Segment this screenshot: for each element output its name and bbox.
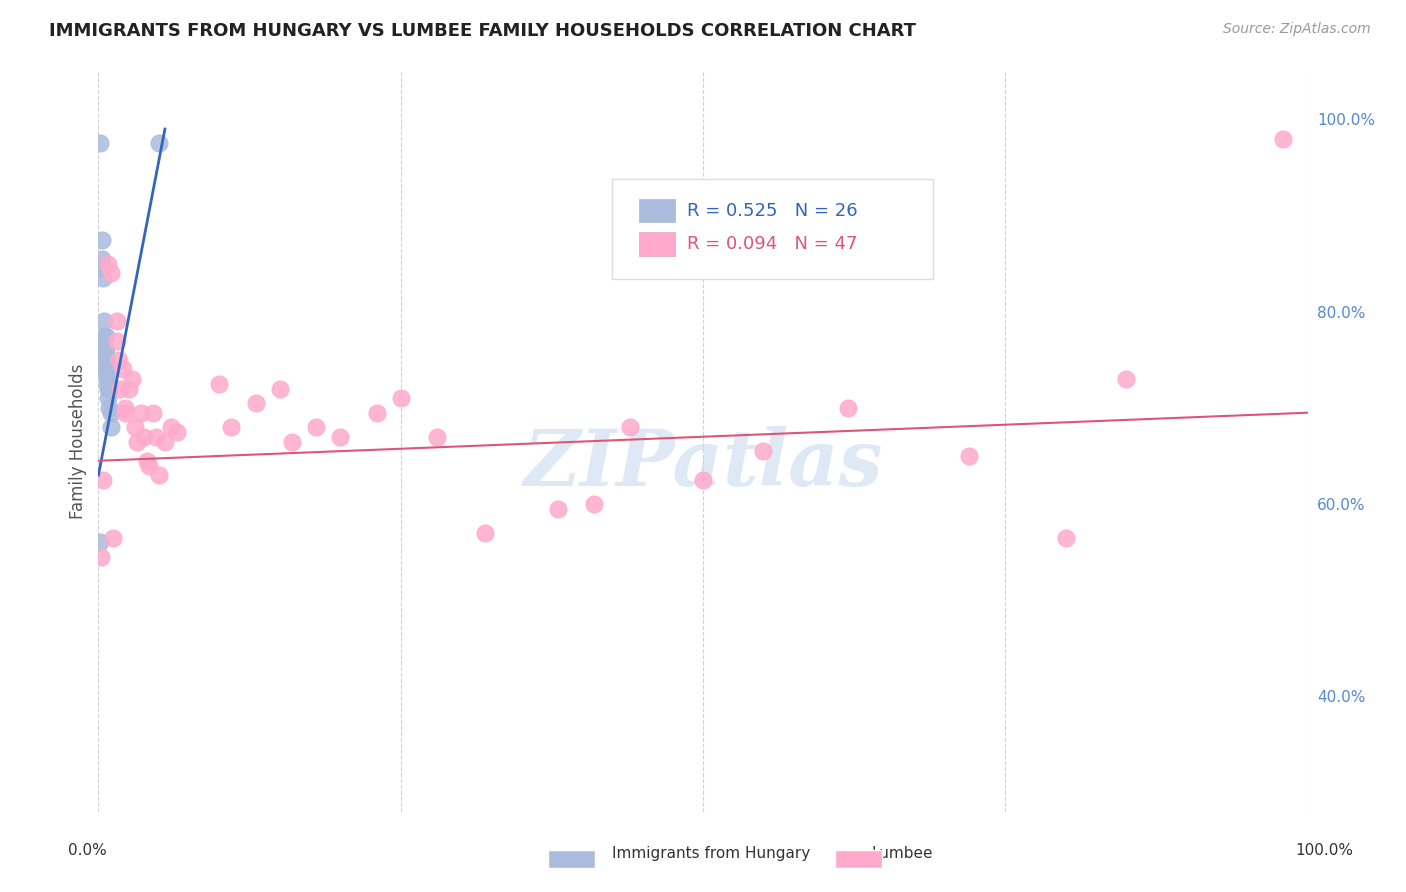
Point <box>281 434 304 449</box>
Point <box>121 372 143 386</box>
Point <box>153 434 176 449</box>
Point <box>111 362 134 376</box>
Point <box>148 468 170 483</box>
Point <box>97 372 120 386</box>
Point <box>329 430 352 444</box>
Point <box>91 343 114 358</box>
Point <box>98 382 121 396</box>
Point <box>94 328 117 343</box>
Point <box>389 391 412 405</box>
Point <box>118 382 141 396</box>
Point <box>94 352 117 367</box>
Point <box>221 420 243 434</box>
Point <box>366 406 388 420</box>
Point <box>752 444 775 458</box>
FancyBboxPatch shape <box>638 199 675 222</box>
Point <box>619 420 641 434</box>
FancyBboxPatch shape <box>638 232 675 256</box>
Point <box>1054 531 1077 545</box>
Point <box>145 430 167 444</box>
Point <box>547 501 569 516</box>
Point <box>91 473 114 487</box>
Point <box>127 434 149 449</box>
Point <box>97 382 120 396</box>
Y-axis label: Family Households: Family Households <box>69 364 87 519</box>
Point <box>138 458 160 473</box>
Point <box>93 328 115 343</box>
Point <box>100 266 122 280</box>
Text: 0.0%: 0.0% <box>67 843 107 857</box>
Point <box>166 425 188 439</box>
Point <box>97 257 120 271</box>
Point <box>114 401 136 415</box>
Point <box>269 382 291 396</box>
Point <box>93 358 115 372</box>
Point <box>108 382 131 396</box>
Point <box>105 314 128 328</box>
Point <box>91 252 114 266</box>
Text: IMMIGRANTS FROM HUNGARY VS LUMBEE FAMILY HOUSEHOLDS CORRELATION CHART: IMMIGRANTS FROM HUNGARY VS LUMBEE FAMILY… <box>49 22 917 40</box>
Point <box>142 406 165 420</box>
Point <box>91 233 114 247</box>
Point <box>108 352 131 367</box>
Point <box>245 396 267 410</box>
Point <box>583 497 606 511</box>
Point <box>96 376 118 391</box>
Point <box>89 136 111 151</box>
Point <box>148 136 170 151</box>
FancyBboxPatch shape <box>613 178 932 278</box>
Point <box>114 406 136 420</box>
Point <box>837 401 859 415</box>
Point <box>91 261 114 276</box>
Text: R = 0.094   N = 47: R = 0.094 N = 47 <box>688 235 858 252</box>
Point <box>96 352 118 367</box>
Point <box>100 420 122 434</box>
Point <box>124 420 146 434</box>
Point <box>134 430 156 444</box>
Point <box>208 376 231 391</box>
Point <box>96 362 118 376</box>
Text: 100.0%: 100.0% <box>1295 843 1354 857</box>
Point <box>89 535 111 549</box>
Point <box>90 549 112 564</box>
Text: R = 0.525   N = 26: R = 0.525 N = 26 <box>688 202 858 219</box>
Point <box>100 406 122 420</box>
Point <box>1115 372 1137 386</box>
Text: Immigrants from Hungary: Immigrants from Hungary <box>612 847 810 861</box>
Point <box>93 343 115 358</box>
Text: ZIPatlas: ZIPatlas <box>523 425 883 502</box>
Point <box>94 343 117 358</box>
Point <box>692 473 714 487</box>
Text: Source: ZipAtlas.com: Source: ZipAtlas.com <box>1223 22 1371 37</box>
Point <box>101 531 124 545</box>
Point <box>129 406 152 420</box>
Point <box>474 525 496 540</box>
Point <box>135 454 157 468</box>
Point <box>160 420 183 434</box>
Point <box>1272 131 1295 145</box>
Point <box>97 391 120 405</box>
Point <box>105 334 128 348</box>
Point <box>94 368 117 382</box>
Point <box>957 449 980 463</box>
Point <box>93 314 115 328</box>
Point <box>305 420 328 434</box>
Point <box>98 401 121 415</box>
Point <box>91 271 114 285</box>
Text: Lumbee: Lumbee <box>872 847 934 861</box>
Point <box>426 430 449 444</box>
